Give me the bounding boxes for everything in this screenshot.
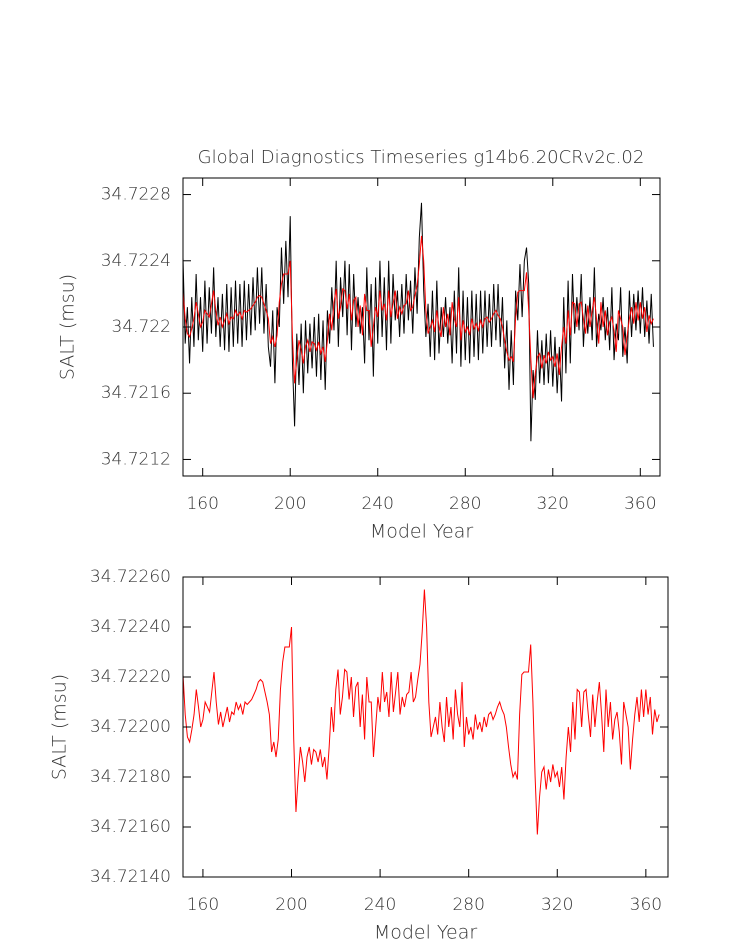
- x-tick-label: 320: [537, 494, 569, 514]
- y-tick-label: 34.72220: [90, 667, 171, 687]
- y-tick-label: 34.72260: [90, 567, 171, 587]
- y-tick-label: 34.72200: [90, 717, 171, 737]
- y-tick-label: 34.7224: [101, 251, 171, 271]
- y-tick-label: 34.72140: [90, 867, 171, 887]
- x-tick-label: 240: [362, 494, 394, 514]
- x-axis-label: Model Year: [370, 521, 474, 543]
- x-tick-label: 240: [364, 895, 396, 915]
- x-tick-label: 280: [449, 494, 481, 514]
- x-tick-label: 360: [630, 895, 662, 915]
- data-line: [182, 589, 660, 835]
- x-tick-label: 160: [186, 494, 218, 514]
- y-tick-label: 34.7228: [101, 185, 171, 205]
- x-axis-label: Model Year: [374, 922, 478, 944]
- data-line: [182, 202, 654, 442]
- x-tick-label: 200: [274, 494, 306, 514]
- y-tick-label: 34.72180: [90, 767, 171, 787]
- x-tick-label: 280: [452, 895, 484, 915]
- y-tick-label: 34.7212: [101, 449, 171, 469]
- x-tick-label: 200: [275, 895, 307, 915]
- x-tick-label: 360: [624, 494, 656, 514]
- y-tick-label: 34.7216: [101, 383, 171, 403]
- y-tick-label: 34.72240: [90, 617, 171, 637]
- y-axis-label: SALT (msu): [57, 274, 79, 380]
- x-tick-label: 320: [541, 895, 573, 915]
- y-axis-label: SALT (msu): [49, 674, 71, 780]
- x-tick-label: 160: [187, 895, 219, 915]
- y-tick-label: 34.722: [112, 317, 171, 337]
- y-tick-label: 34.72160: [90, 817, 171, 837]
- chart-title: Global Diagnostics Timeseries g14b6.20CR…: [198, 147, 645, 168]
- data-line: [182, 235, 654, 399]
